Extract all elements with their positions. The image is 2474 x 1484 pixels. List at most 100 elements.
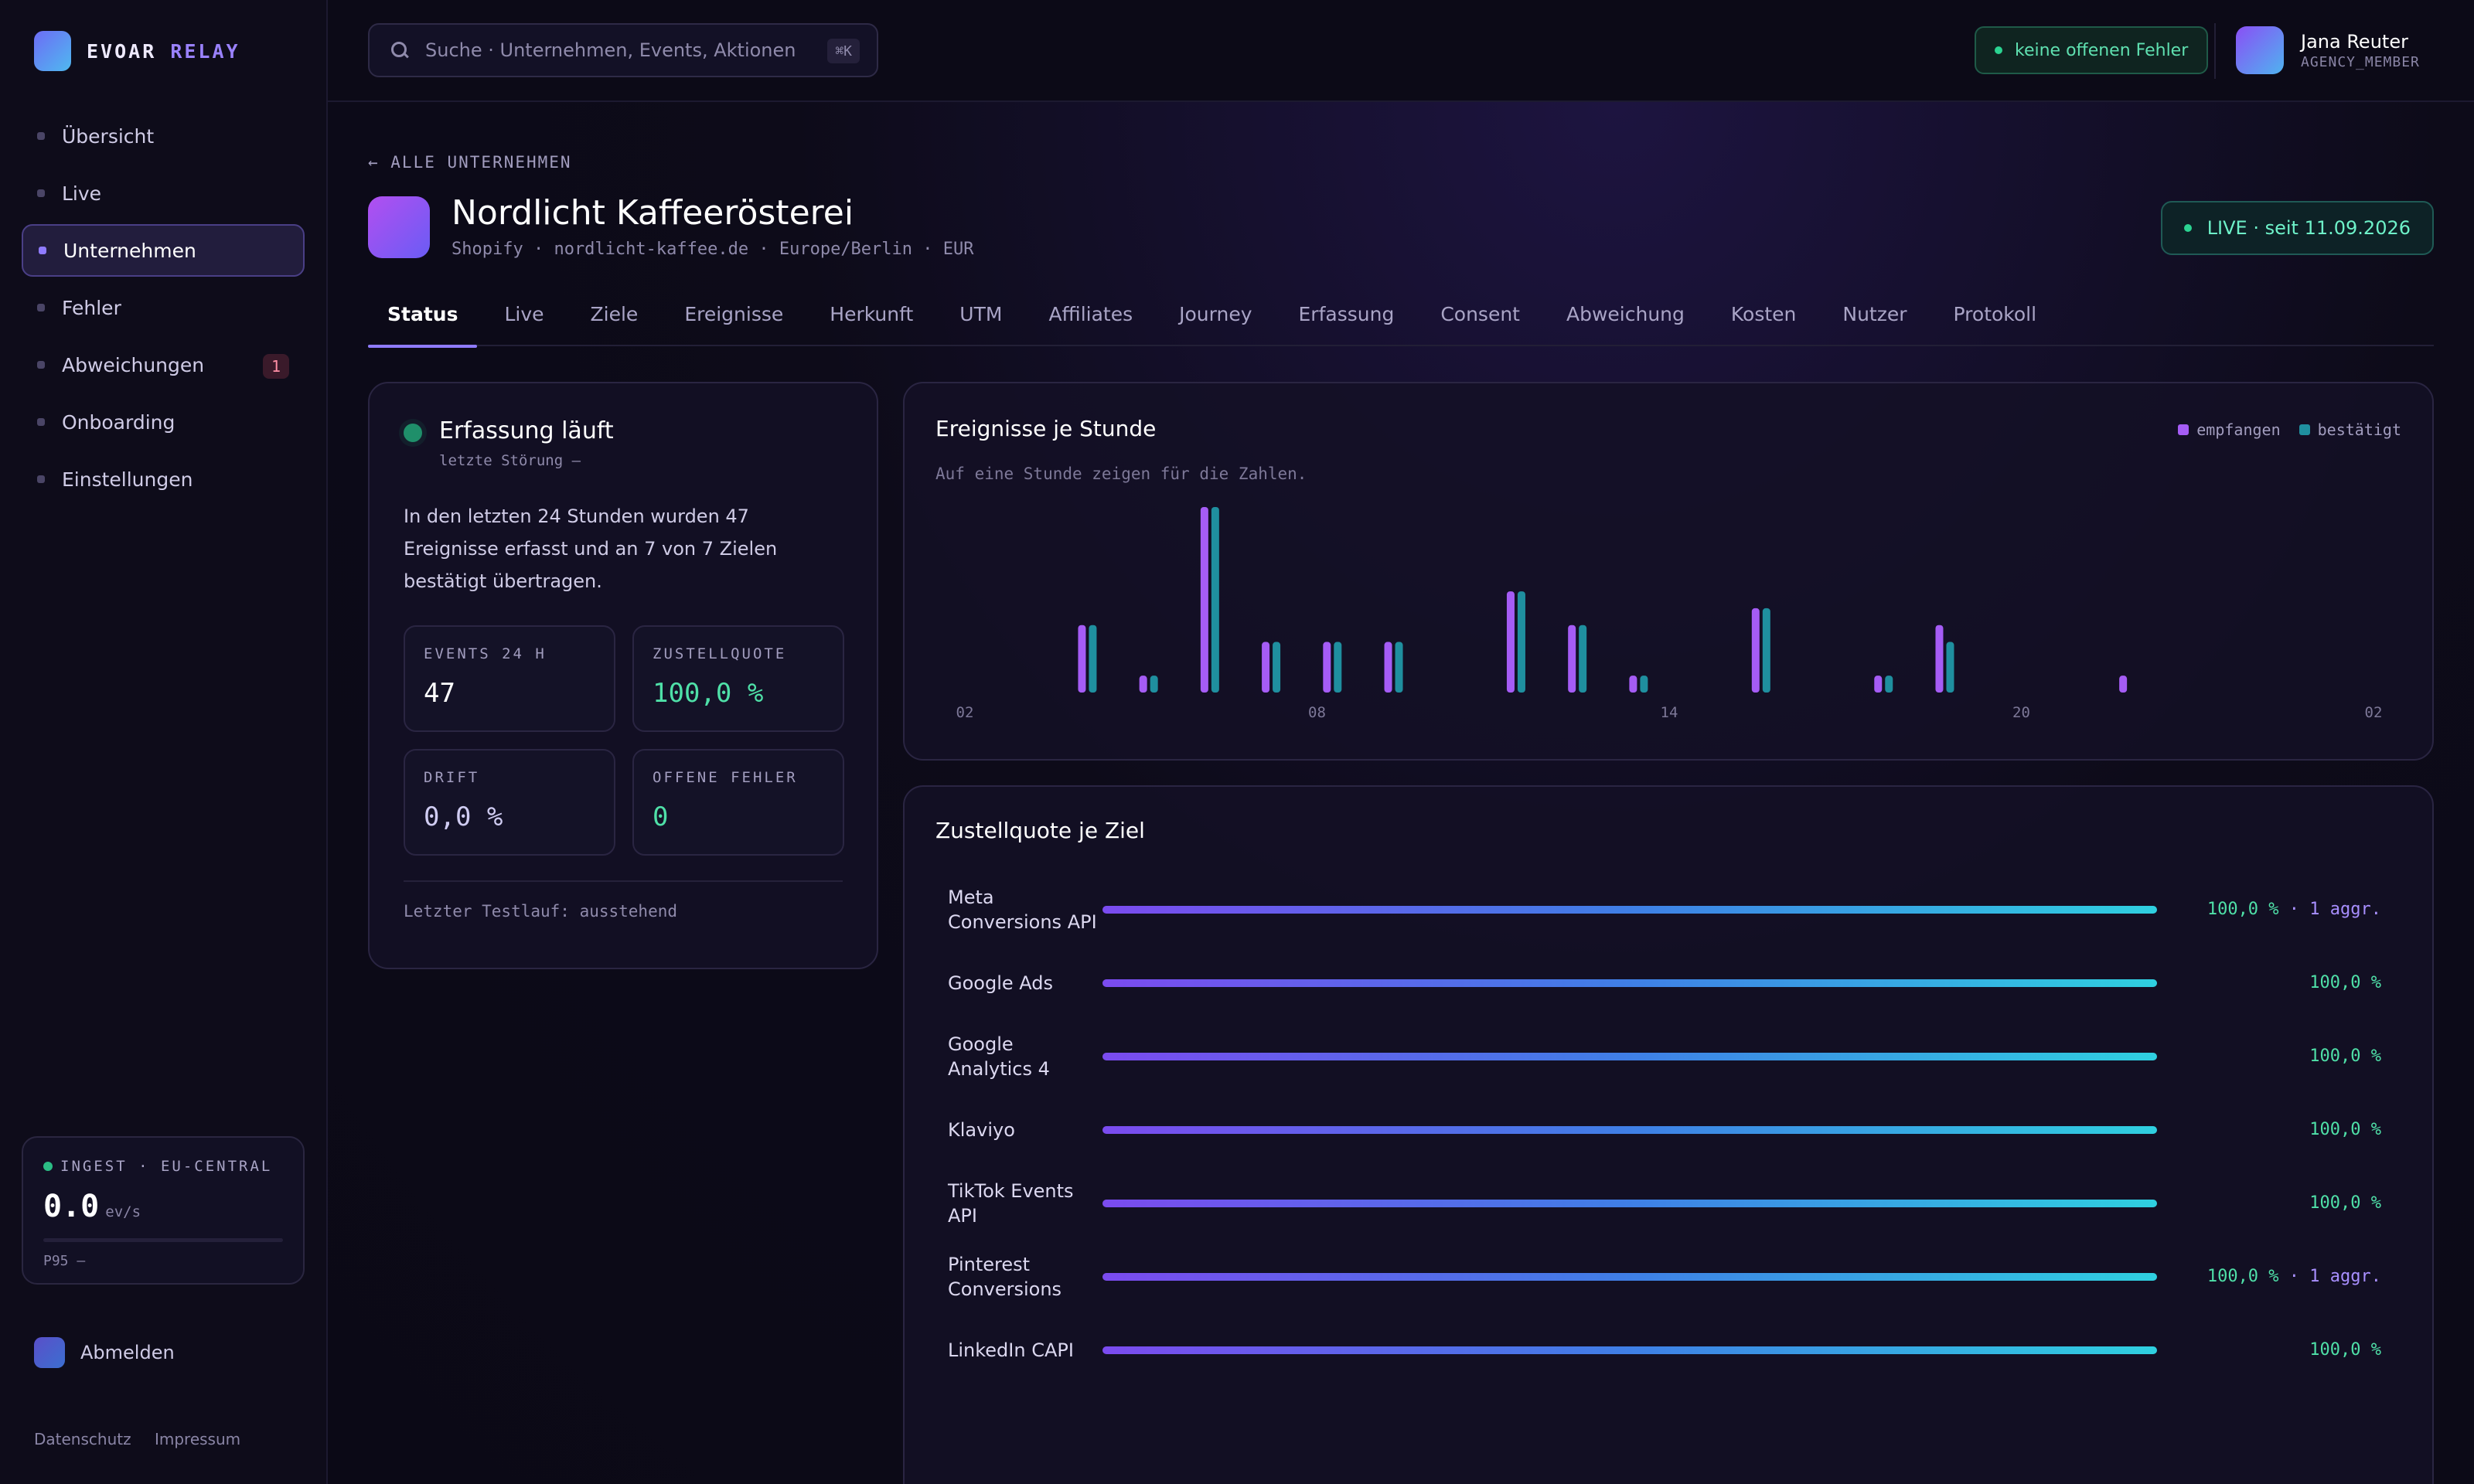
aggregation-note: · 1 aggr. [2278, 1267, 2381, 1286]
tab-affiliates[interactable]: Affiliates [1048, 303, 1133, 325]
nav-unternehmen[interactable]: Unternehmen [22, 224, 305, 277]
footer-links: Datenschutz Impressum [34, 1430, 259, 1448]
bar-empfangen-15[interactable] [1751, 608, 1760, 693]
nav-label: Einstellungen [62, 468, 193, 491]
nav-abweichungen[interactable]: Abweichungen 1 [22, 339, 305, 391]
delivery-rate-fill [1102, 1125, 2157, 1134]
brand-logo-icon [34, 31, 71, 71]
brand-name-accent: RELAY [170, 39, 240, 63]
bar-empfangen-21[interactable] [2119, 676, 2128, 693]
delivery-rate-row[interactable]: Meta Conversions API 100,0 % · 1 aggr. [935, 873, 2401, 946]
kpi-value: 100,0 % [653, 678, 764, 709]
user-menu[interactable]: Jana Reuter AGENCY_MEMBER [2236, 26, 2420, 74]
live-status-label: LIVE · seit 11.09.2026 [2206, 217, 2411, 239]
error-status-badge[interactable]: keine offenen Fehler [1975, 26, 2209, 74]
capture-title: Erfassung läuft [439, 417, 614, 444]
bar-empfangen-07[interactable] [1262, 642, 1270, 693]
delivery-rate-percent: 100,0 % [2309, 1120, 2381, 1139]
bar-empfangen-05[interactable] [1139, 676, 1147, 693]
bar-empfangen-18[interactable] [1935, 625, 1944, 693]
back-link[interactable]: ← ALLE UNTERNEHMEN [368, 153, 572, 172]
bar-bestätigt-17[interactable] [1885, 676, 1893, 693]
tab-live[interactable]: Live [504, 303, 544, 325]
bar-bestätigt-09[interactable] [1395, 642, 1403, 693]
tab-utm[interactable]: UTM [959, 303, 1003, 325]
delivery-rate-bar [1102, 1199, 2157, 1207]
aggregation-note: · 1 aggr. [2278, 900, 2381, 919]
nav-label: Unternehmen [63, 239, 196, 262]
tab-ziele[interactable]: Ziele [590, 303, 639, 325]
nav-live[interactable]: Live [22, 167, 305, 220]
delivery-rate-row[interactable]: Pinterest Conversions 100,0 % · 1 aggr. [935, 1240, 2401, 1313]
legend-label: bestätigt [2317, 420, 2401, 439]
tab-bar: Status Live Ziele Ereignisse Herkunft UTM Affi… [368, 298, 2434, 348]
topbar: Suche · Unternehmen, Events, Aktionen ⌘K… [328, 0, 2474, 102]
bar-empfangen-08[interactable] [1323, 642, 1331, 693]
tab-abweichung[interactable]: Abweichung [1566, 303, 1685, 325]
tab-ereignisse[interactable]: Ereignisse [684, 303, 784, 325]
kpi-tile: OFFENE FEHLER 0 [632, 749, 844, 856]
delivery-rate-value: 100,0 % [2157, 1193, 2381, 1213]
nav-einstellungen[interactable]: Einstellungen [22, 453, 305, 505]
bar-bestätigt-13[interactable] [1640, 676, 1648, 693]
bar-empfangen-12[interactable] [1568, 625, 1576, 693]
bar-empfangen-17[interactable] [1874, 676, 1883, 693]
ingest-panel: INGEST · EU-CENTRAL 0.0 ev/s P95 — [22, 1136, 305, 1285]
nav-count-badge: 1 [263, 354, 289, 379]
ingest-unit: ev/s [105, 1203, 141, 1220]
nav-dot-icon [37, 304, 45, 311]
sidebar-nav: Übersicht Live Unternehmen Fehler Abweichung… [22, 110, 305, 510]
tab-journey[interactable]: Journey [1179, 303, 1252, 325]
bar-bestätigt-04[interactable] [1089, 625, 1097, 693]
chart-hint: Auf eine Stunde zeigen für die Zahlen. [935, 465, 1307, 483]
bar-empfangen-06[interactable] [1200, 507, 1208, 693]
delivery-rate-value: 100,0 % [2157, 1340, 2381, 1360]
bar-empfangen-11[interactable] [1506, 591, 1515, 693]
tab-kosten[interactable]: Kosten [1730, 303, 1797, 325]
capture-status-card: Erfassung läuft letzte Störung — In den … [368, 382, 878, 969]
nav-dot-icon [37, 418, 45, 426]
imprint-link[interactable]: Impressum [154, 1430, 241, 1448]
search-input[interactable]: Suche · Unternehmen, Events, Aktionen ⌘K [368, 23, 878, 77]
bar-bestätigt-18[interactable] [1946, 642, 1954, 693]
tab-protokoll[interactable]: Protokoll [1953, 303, 2037, 325]
delivery-rate-fill [1102, 1346, 2157, 1354]
delivery-rate-row[interactable]: LinkedIn CAPI 100,0 % [935, 1313, 2401, 1387]
bar-bestätigt-11[interactable] [1517, 591, 1525, 693]
brand[interactable]: EVOAR RELAY [34, 31, 240, 71]
bar-bestätigt-08[interactable] [1334, 642, 1342, 693]
bar-empfangen-13[interactable] [1629, 676, 1637, 693]
user-name: Jana Reuter [2301, 30, 2408, 53]
logout-button[interactable]: Abmelden [34, 1337, 175, 1368]
bar-bestätigt-12[interactable] [1579, 625, 1587, 693]
x-tick-label: 14 [1661, 704, 1678, 721]
logout-icon [34, 1337, 65, 1368]
tab-status[interactable]: Status [368, 298, 478, 348]
avatar [2236, 26, 2284, 74]
delivery-rate-row[interactable]: Google Ads 100,0 % [935, 946, 2401, 1019]
tab-consent[interactable]: Consent [1440, 303, 1520, 325]
bar-bestätigt-07[interactable] [1273, 642, 1281, 693]
tab-erfassung[interactable]: Erfassung [1298, 303, 1395, 325]
delivery-rate-row[interactable]: Klaviyo 100,0 % [935, 1093, 2401, 1166]
tab-nutzer[interactable]: Nutzer [1842, 303, 1907, 325]
search-shortcut: ⌘K [827, 39, 860, 63]
nav-fehler[interactable]: Fehler [22, 281, 305, 334]
privacy-link[interactable]: Datenschutz [34, 1430, 131, 1448]
delivery-rate-row[interactable]: Google Analytics 4 100,0 % [935, 1019, 2401, 1093]
bar-bestätigt-06[interactable] [1211, 507, 1219, 693]
tab-herkunft[interactable]: Herkunft [830, 303, 914, 325]
nav-onboarding[interactable]: Onboarding [22, 396, 305, 448]
bar-empfangen-09[interactable] [1384, 642, 1392, 693]
bar-bestätigt-15[interactable] [1762, 608, 1770, 693]
ingest-value: 0.0 [43, 1189, 100, 1224]
kpi-tile: ZUSTELLQUOTE 100,0 % [632, 625, 844, 732]
delivery-rate-percent: 100,0 % [2309, 1340, 2381, 1360]
nav-uebersicht[interactable]: Übersicht [22, 110, 305, 162]
bar-bestätigt-05[interactable] [1150, 676, 1158, 693]
kpi-grid: EVENTS 24 H 47 ZUSTELLQUOTE 100,0 % DRIFT 0,0… [404, 625, 844, 856]
delivery-rate-bar [1102, 1272, 2157, 1281]
events-per-hour-card: Ereignisse je Stunde empfangen bestätigt … [903, 382, 2434, 761]
bar-empfangen-04[interactable] [1078, 625, 1086, 693]
delivery-rate-row[interactable]: TikTok Events API 100,0 % [935, 1166, 2401, 1240]
